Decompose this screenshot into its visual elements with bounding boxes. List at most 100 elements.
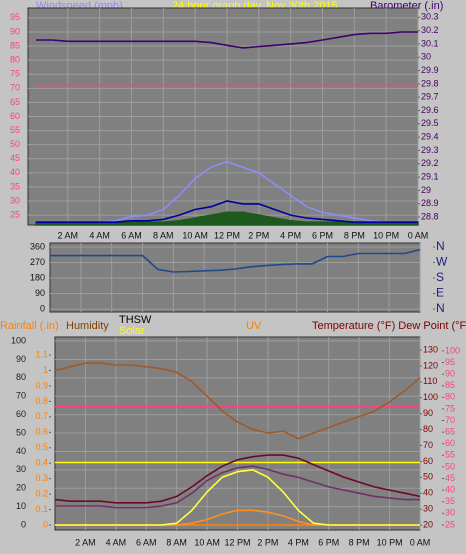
y-tick-label: 50 <box>16 427 26 437</box>
y-tick-label: 80 <box>10 55 20 65</box>
y2-tick-label: 70 <box>423 440 433 450</box>
y2-tick-label: 29.1 <box>421 171 439 181</box>
y3-tick-label: 1.1 <box>35 349 48 359</box>
temperature-label: Temperature (°F) Dew Point (°F) <box>312 320 466 332</box>
barometer-label: Barometer (.in) <box>370 0 443 12</box>
graph-date: Nov 30th 2015 <box>266 0 338 12</box>
y2-tick-label: 100 <box>423 392 438 402</box>
y3-tick-label: 0.4 <box>35 458 48 468</box>
y-tick-label: 55 <box>10 125 20 135</box>
y-tick-label: 85 <box>10 40 20 50</box>
thsw-label: THSW <box>119 314 152 326</box>
rainfall-label: Rainfall (.in) <box>0 320 59 332</box>
series-line <box>36 200 418 223</box>
y2-tick-label: N <box>436 301 445 315</box>
y2-tick-label: 29.9 <box>421 65 439 75</box>
x-tick-label: 0 AM <box>408 230 429 240</box>
y4-tick-label: 95 <box>445 357 455 367</box>
y3-tick-label: 0.6 <box>35 427 48 437</box>
y-tick-label: 60 <box>10 111 20 121</box>
y2-tick-label: 50 <box>423 472 433 482</box>
x-tick-label: 10 AM <box>182 230 208 240</box>
y-tick-label: 95 <box>10 12 20 22</box>
y4-tick-label: 65 <box>445 426 455 436</box>
graph-subtitle: 24 hour graph day <box>172 0 262 12</box>
x-tick-label: 8 AM <box>153 230 174 240</box>
y2-tick-label: 130 <box>423 344 438 354</box>
y-tick-label: 90 <box>35 288 45 298</box>
y-tick-label: 70 <box>10 83 20 93</box>
x-tick-label: 4 AM <box>106 537 127 547</box>
y-tick-label: 30 <box>16 464 26 474</box>
uv-label: UV <box>246 320 262 332</box>
y4-tick-label: 30 <box>445 508 455 518</box>
y-tick-label: 75 <box>10 69 20 79</box>
y4-tick-label: 55 <box>445 450 455 460</box>
y4-tick-label: 75 <box>445 403 455 413</box>
y-tick-label: 30 <box>10 195 20 205</box>
y2-tick-label: S <box>436 270 444 284</box>
x-tick-label: 2 AM <box>75 537 96 547</box>
y2-tick-label: 28.9 <box>421 198 439 208</box>
y-tick-label: 20 <box>16 483 26 493</box>
y3-tick-label: 0.8 <box>35 396 48 406</box>
y2-tick-label: 29.8 <box>421 78 439 88</box>
y-tick-label: 100 <box>11 335 26 345</box>
y4-tick-label: 80 <box>445 392 455 402</box>
y2-tick-label: 29.2 <box>421 158 439 168</box>
y2-tick-label: 29.6 <box>421 105 439 115</box>
x-tick-label: 2 PM <box>257 537 278 547</box>
y-tick-label: 25 <box>10 210 20 220</box>
y2-tick-label: 20 <box>423 519 433 529</box>
y2-tick-label: 29.3 <box>421 145 439 155</box>
y-tick-label: 90 <box>10 26 20 36</box>
x-tick-label: 4 AM <box>89 230 110 240</box>
x-tick-label: 12 PM <box>224 537 250 547</box>
y-tick-label: 40 <box>16 446 26 456</box>
x-tick-label: 8 AM <box>166 537 187 547</box>
x-tick-label: 6 PM <box>312 230 333 240</box>
y4-tick-label: 50 <box>445 461 455 471</box>
y2-tick-label: 30.1 <box>421 38 439 48</box>
y2-tick-label: 29.5 <box>421 118 439 128</box>
x-tick-label: 10 AM <box>194 537 220 547</box>
y3-tick-label: 0.1 <box>35 504 48 514</box>
y3-tick-label: 0.5 <box>35 442 48 452</box>
y4-tick-label: 60 <box>445 438 455 448</box>
series-line <box>50 248 421 273</box>
y-tick-label: 180 <box>30 272 45 282</box>
x-tick-label: 10 PM <box>373 230 399 240</box>
y3-tick-label: 0.9 <box>35 380 48 390</box>
x-tick-label: 12 PM <box>214 230 240 240</box>
x-tick-label: 10 PM <box>377 537 403 547</box>
y3-tick-label: 0 <box>43 519 48 529</box>
y3-tick-label: 1 <box>43 365 48 375</box>
x-tick-label: 2 AM <box>58 230 79 240</box>
y3-tick-label: 0.7 <box>35 411 48 421</box>
solar-label: Solar <box>119 325 145 337</box>
windspeed-label: Windspeed (mph) <box>36 0 123 12</box>
y-tick-label: 45 <box>10 153 20 163</box>
y2-tick-label: 80 <box>423 424 433 434</box>
y2-tick-label: 30.2 <box>421 25 439 35</box>
x-tick-label: 4 PM <box>280 230 301 240</box>
y-tick-label: 50 <box>10 139 20 149</box>
y4-tick-label: 70 <box>445 415 455 425</box>
y-tick-label: 0 <box>40 303 45 313</box>
y2-tick-label: 110 <box>423 376 437 386</box>
y4-tick-label: 25 <box>445 519 455 529</box>
y2-tick-label: 29.7 <box>421 92 439 102</box>
y2-tick-label: 60 <box>423 456 433 466</box>
x-tick-label: 0 AM <box>410 537 431 547</box>
y-tick-label: 80 <box>16 372 26 382</box>
y2-tick-label: 29.4 <box>421 132 439 142</box>
y-tick-label: 360 <box>30 241 45 251</box>
y2-tick-label: 120 <box>423 360 438 370</box>
y2-tick-label: 28.8 <box>421 211 439 221</box>
x-tick-label: 6 AM <box>121 230 142 240</box>
y-tick-label: 90 <box>16 354 26 364</box>
y-tick-label: 10 <box>16 501 26 511</box>
y-tick-label: 70 <box>16 391 26 401</box>
y2-tick-label: 30 <box>423 504 433 514</box>
